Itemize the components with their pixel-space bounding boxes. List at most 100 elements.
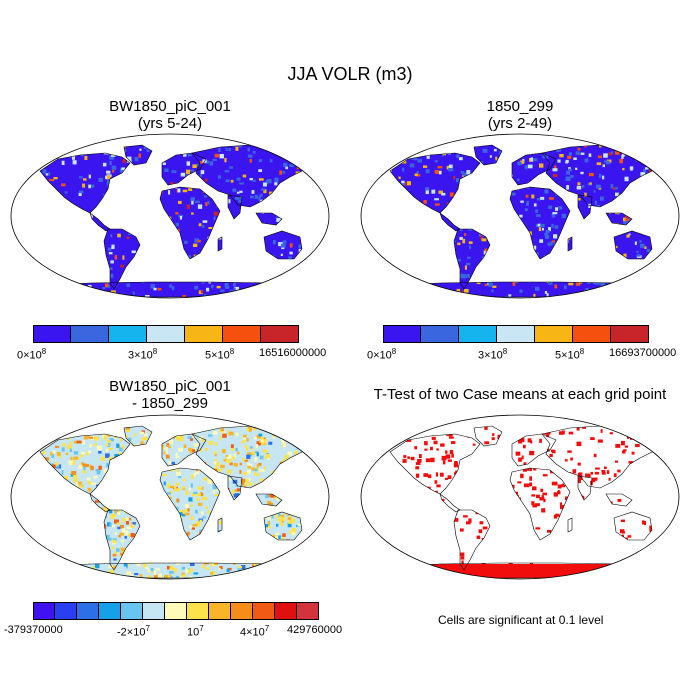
map-panel-1	[10, 133, 330, 299]
landmass-africa	[160, 187, 220, 259]
coastline-europe	[161, 433, 207, 467]
landmass-central-america	[440, 213, 460, 231]
map-panel-4	[360, 414, 680, 580]
colorbar-box	[496, 325, 535, 343]
colorbar-box	[420, 325, 459, 343]
coastline-madagascar	[217, 236, 223, 252]
colorbar-box	[70, 325, 109, 343]
coastline-australia	[263, 511, 303, 541]
colorbar-3-label-2: 107	[187, 624, 204, 639]
panel-title-3: BW1850_piC_001 - 1850_299	[40, 378, 300, 412]
coastline-madagascar	[567, 236, 573, 252]
coastline-central-america	[439, 212, 461, 232]
coastline-india	[227, 194, 243, 220]
colorbar-2-label-1: 3×108	[478, 347, 508, 362]
coastline-europe	[511, 433, 557, 467]
coastline-india	[577, 475, 593, 501]
coastline-australia	[263, 230, 303, 260]
colorbar-box	[534, 325, 573, 343]
coastline-south-america	[453, 228, 491, 290]
colorbar-2-label-2: 5×108	[555, 347, 585, 362]
landmass-madagascar	[218, 237, 222, 251]
panel-title-3-line2: - 1850_299	[132, 395, 208, 412]
landmass-australia	[614, 231, 652, 259]
landmass-madagascar	[218, 518, 222, 532]
map-border	[10, 133, 330, 299]
panel-title-1-line1: BW1850_piC_001	[109, 98, 231, 115]
coastline-central-america	[89, 493, 111, 513]
colorbar-1-label-2: 5×108	[205, 347, 235, 362]
colorbar-box	[54, 602, 77, 620]
landmass-madagascar	[568, 237, 572, 251]
colorbar-3-label-3: 4×107	[240, 624, 270, 639]
landmass-antarctica	[390, 282, 656, 297]
coastline-india	[577, 194, 593, 220]
panel-title-2-line2: (yrs 2-49)	[487, 115, 553, 132]
landmass-greenland	[474, 426, 502, 446]
colorbar-box	[230, 602, 253, 620]
panel-title-4: T-Test of two Case means at each grid po…	[340, 386, 700, 403]
coastline-africa	[509, 467, 571, 541]
coastline-north-america	[389, 152, 481, 214]
landmass-southeast-asia-islands	[256, 213, 282, 225]
coastline-southeast-asia-islands	[605, 212, 633, 226]
coastline-south-america	[103, 509, 141, 571]
colorbar-panel-3	[33, 602, 319, 620]
colorbar-box	[572, 325, 611, 343]
colorbar-box	[296, 602, 319, 620]
coastline-greenland	[473, 144, 503, 166]
colorbar-box	[146, 325, 185, 343]
colorbar-1-label-3: 16516000000	[259, 347, 327, 359]
colorbar-1-label-0: 0×108	[17, 347, 47, 362]
coastline-greenland	[123, 425, 153, 447]
landmass-north-america	[390, 434, 480, 494]
coastline-india	[227, 475, 243, 501]
figure-title: JJA VOLR (m3)	[287, 64, 413, 84]
colorbar-box	[186, 602, 209, 620]
colorbar-box	[98, 602, 121, 620]
panel-title-3-line1: BW1850_piC_001	[109, 378, 231, 395]
landmass-central-america	[90, 213, 110, 231]
colorbar-3-label-1: -2×107	[117, 624, 150, 639]
map-border	[360, 133, 680, 299]
panel-title-2: 1850_299 (yrs 2-49)	[390, 98, 650, 132]
colorbar-box	[33, 602, 55, 620]
coastline-north-america	[389, 433, 481, 495]
coastline-north-america	[39, 152, 131, 214]
ttest-significance-note: Cells are significant at 0.1 level	[438, 613, 604, 627]
colorbar-box	[610, 325, 649, 343]
colorbar-box	[164, 602, 187, 620]
coastline-madagascar	[567, 517, 573, 533]
coastline-southeast-asia-islands	[255, 493, 283, 507]
coastline-australia	[613, 230, 653, 260]
landmass-antarctica	[40, 563, 306, 578]
landmass-africa	[510, 187, 570, 259]
landmass-india	[578, 476, 592, 500]
colorbar-box	[383, 325, 421, 343]
landmass-madagascar	[568, 518, 572, 532]
colorbar-box	[222, 325, 261, 343]
coastline-central-america	[439, 493, 461, 513]
landmass-north-america	[40, 153, 130, 213]
coastline-central-america	[89, 212, 111, 232]
coastline-europe	[511, 152, 557, 186]
colorbar-panel-1	[33, 325, 299, 343]
coastline-madagascar	[217, 517, 223, 533]
panel-title-1: BW1850_piC_001 (yrs 5-24)	[40, 98, 300, 132]
coastline-europe	[161, 152, 207, 186]
colorbar-box	[142, 602, 165, 620]
coastline-southeast-asia-islands	[255, 212, 283, 226]
colorbar-2-label-3: 16693700000	[609, 347, 677, 359]
colorbar-box	[108, 325, 147, 343]
colorbar-box	[184, 325, 223, 343]
colorbar-box	[120, 602, 143, 620]
coastline-south-america	[103, 228, 141, 290]
colorbar-box	[208, 602, 231, 620]
coastline-greenland	[473, 425, 503, 447]
colorbar-1-label-1: 3×108	[128, 347, 158, 362]
coastline-africa	[159, 467, 221, 541]
map-border	[360, 414, 680, 580]
landmass-asia	[192, 145, 310, 207]
landmass-asia	[542, 426, 660, 488]
colorbar-3-label-0: -379370000	[4, 624, 63, 636]
